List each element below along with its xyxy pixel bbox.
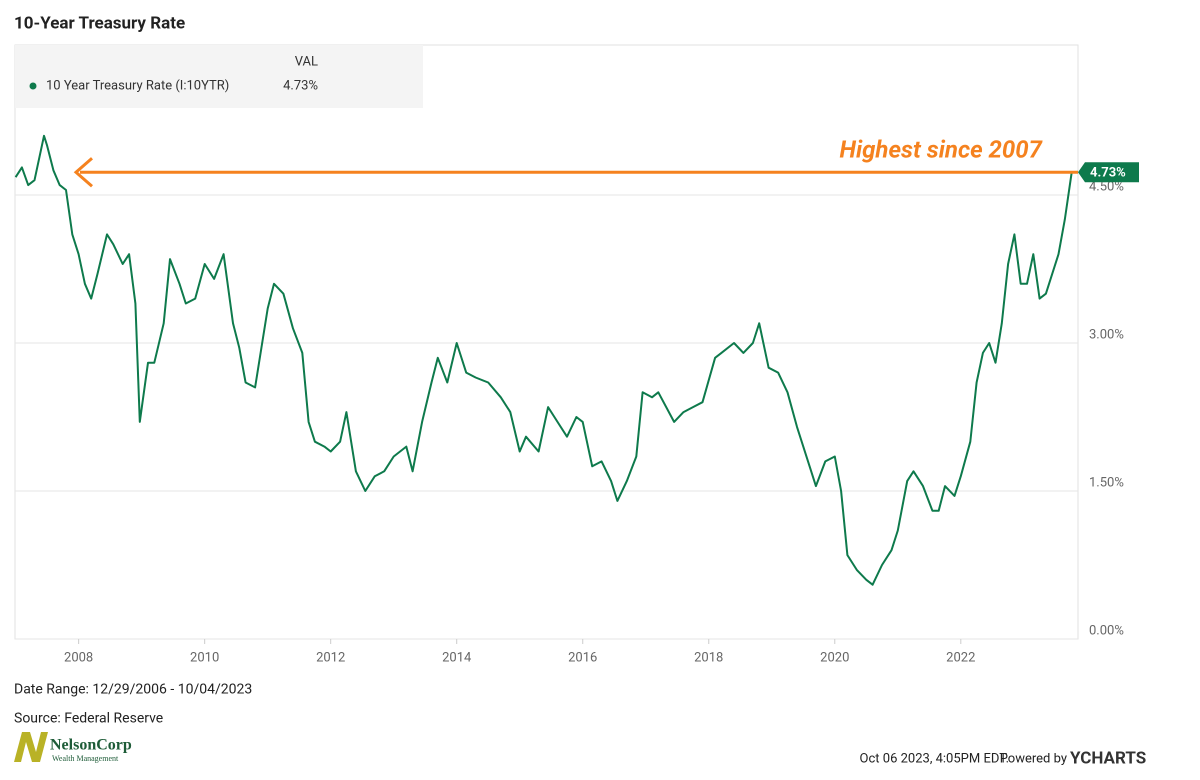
legend-value: 4.73% xyxy=(283,78,318,93)
last-value-tag xyxy=(1078,162,1139,183)
source: Source: Federal Reserve xyxy=(14,711,163,727)
date-range: Date Range: 12/29/2006 - 10/04/2023 xyxy=(14,682,252,698)
legend-label: 10 Year Treasury Rate (I:10YTR) xyxy=(46,78,229,93)
logo-sub: Wealth Management xyxy=(52,754,119,763)
legend-box xyxy=(15,45,423,108)
y-tick-label: 4.50% xyxy=(1089,179,1124,194)
legend-header: VAL xyxy=(295,54,318,69)
last-value-label: 4.73% xyxy=(1090,166,1126,181)
logo: NelsonCorp Wealth Management xyxy=(14,732,132,763)
series-line xyxy=(14,134,1073,586)
brand: YCHARTS xyxy=(1070,748,1146,768)
x-tick-label: 2014 xyxy=(442,650,472,665)
x-tick-label: 2022 xyxy=(946,650,975,665)
x-tick-label: 2020 xyxy=(820,650,849,665)
y-tick-label: 1.50% xyxy=(1089,475,1124,490)
logo-mark xyxy=(14,732,48,762)
annotation-text: Highest since 2007 xyxy=(840,136,1043,164)
x-tick-label: 2018 xyxy=(694,650,723,665)
logo-name: NelsonCorp xyxy=(50,737,132,754)
x-tick-label: 2008 xyxy=(64,650,93,665)
powered-by: Powered by xyxy=(1000,751,1067,766)
legend-dot xyxy=(29,82,37,90)
x-tick-label: 2010 xyxy=(190,650,219,665)
annotation-arrowhead xyxy=(73,157,93,188)
y-tick-label: 0.00% xyxy=(1089,623,1124,638)
timestamp: Oct 06 2023, 4:05PM EDT. xyxy=(860,751,1009,766)
x-tick-label: 2016 xyxy=(568,650,597,665)
plot-frame xyxy=(14,44,1079,640)
y-tick-label: 3.00% xyxy=(1089,327,1124,342)
chart-title: 10-Year Treasury Rate xyxy=(14,13,185,33)
x-tick-label: 2012 xyxy=(316,650,345,665)
